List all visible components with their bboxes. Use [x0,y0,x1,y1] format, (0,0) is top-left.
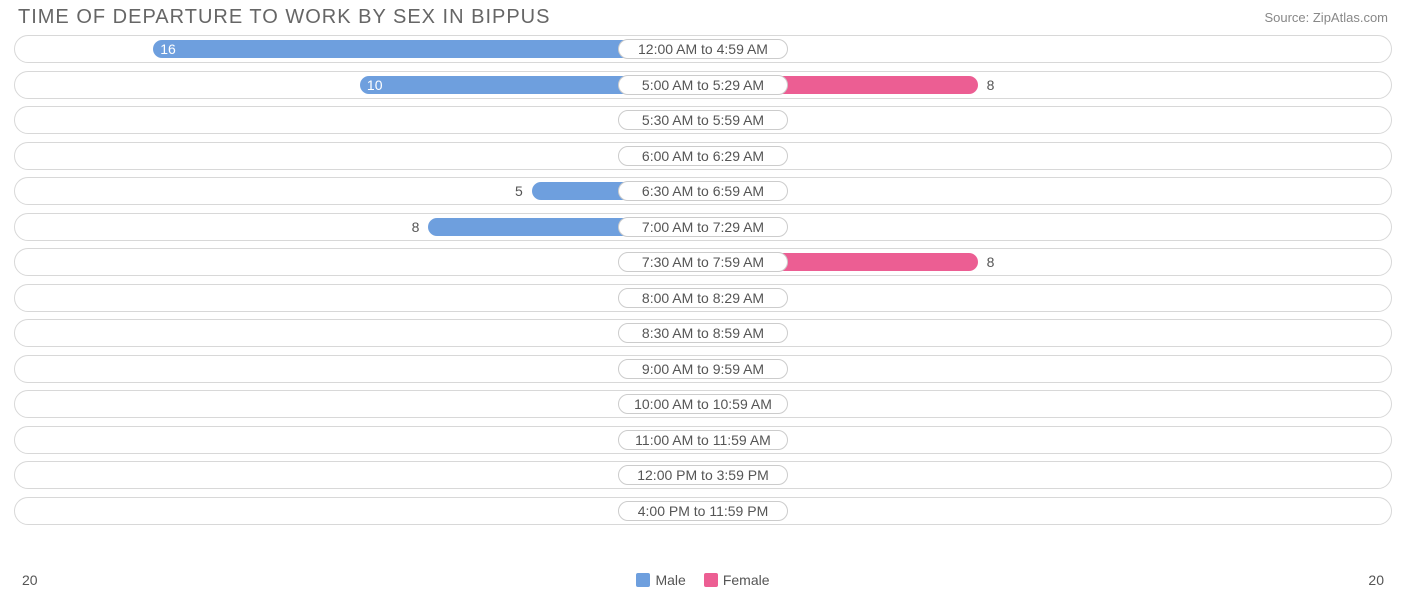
chart-row: 807:00 AM to 7:29 AM [14,213,1392,241]
chart-row: 16012:00 AM to 4:59 AM [14,35,1392,63]
category-pill: 10:00 AM to 10:59 AM [618,394,788,414]
axis-max-right: 20 [1368,572,1384,588]
legend-item-male: Male [636,572,685,588]
category-pill: 7:30 AM to 7:59 AM [618,252,788,272]
legend-swatch-male [636,573,650,587]
chart-row: 087:30 AM to 7:59 AM [14,248,1392,276]
chart-row: 0010:00 AM to 10:59 AM [14,390,1392,418]
chart-row: 008:30 AM to 8:59 AM [14,319,1392,347]
legend-item-female: Female [704,572,770,588]
chart-source: Source: ZipAtlas.com [1264,10,1388,25]
male-value: 16 [160,39,176,59]
category-pill: 8:00 AM to 8:29 AM [618,288,788,308]
chart-footer: 20 Male Female 20 [0,572,1406,588]
male-value: 10 [367,75,383,95]
category-pill: 6:00 AM to 6:29 AM [618,146,788,166]
male-value: 8 [412,217,420,237]
diverging-bar-chart: 16012:00 AM to 4:59 AM 10 8 5:00 AM to 5:29… [0,31,1406,525]
category-pill: 5:30 AM to 5:59 AM [618,110,788,130]
male-value: 5 [515,181,523,201]
legend-swatch-female [704,573,718,587]
legend-label-female: Female [723,572,770,588]
female-value: 8 [987,252,995,272]
category-pill: 9:00 AM to 9:59 AM [618,359,788,379]
chart-row: 10 8 5:00 AM to 5:29 AM [14,71,1392,99]
category-pill: 12:00 AM to 4:59 AM [618,39,788,59]
chart-row: 009:00 AM to 9:59 AM [14,355,1392,383]
legend: Male Female [636,572,769,588]
chart-row: 004:00 PM to 11:59 PM [14,497,1392,525]
chart-row: 0011:00 AM to 11:59 AM [14,426,1392,454]
chart-title: TIME OF DEPARTURE TO WORK BY SEX IN BIPP… [18,6,550,29]
category-pill: 7:00 AM to 7:29 AM [618,217,788,237]
category-pill: 6:30 AM to 6:59 AM [618,181,788,201]
axis-max-left: 20 [22,572,38,588]
category-pill: 4:00 PM to 11:59 PM [618,501,788,521]
chart-row: 005:30 AM to 5:59 AM [14,106,1392,134]
legend-label-male: Male [655,572,685,588]
female-value: 8 [987,75,995,95]
category-pill: 12:00 PM to 3:59 PM [618,465,788,485]
category-pill: 5:00 AM to 5:29 AM [618,75,788,95]
chart-row: 506:30 AM to 6:59 AM [14,177,1392,205]
chart-header: TIME OF DEPARTURE TO WORK BY SEX IN BIPP… [0,0,1406,31]
chart-row: 006:00 AM to 6:29 AM [14,142,1392,170]
chart-row: 0012:00 PM to 3:59 PM [14,461,1392,489]
chart-row: 008:00 AM to 8:29 AM [14,284,1392,312]
category-pill: 11:00 AM to 11:59 AM [618,430,788,450]
category-pill: 8:30 AM to 8:59 AM [618,323,788,343]
